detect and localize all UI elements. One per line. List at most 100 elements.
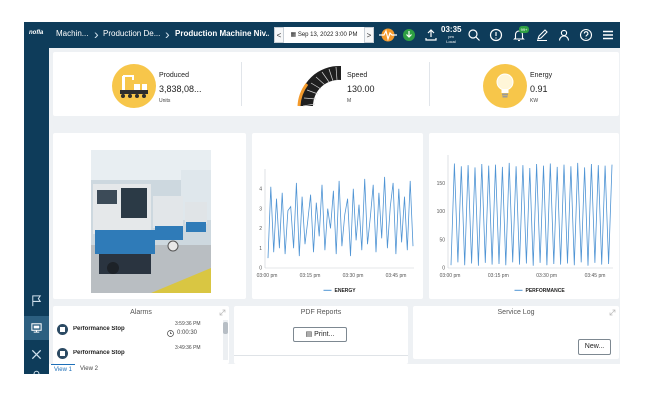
user-icon bbox=[33, 370, 40, 374]
x-tick-label: 03:45 pm bbox=[386, 273, 407, 279]
y-tick-label: 4 bbox=[259, 187, 262, 193]
timer-icon bbox=[167, 330, 174, 337]
alarm-name: Performance Stop bbox=[73, 326, 125, 332]
pdf-reports-card: PDF Reports ▤ Print... bbox=[234, 306, 408, 364]
kpi-energy-label: Energy bbox=[530, 72, 553, 79]
breadcrumb-item-machine[interactable]: Production Machine Niv... bbox=[175, 29, 269, 38]
scrollbar[interactable] bbox=[223, 320, 228, 360]
search-icon[interactable] bbox=[467, 28, 481, 42]
kpi-energy-value: 0.91 bbox=[530, 84, 548, 94]
alert-icon[interactable] bbox=[489, 28, 503, 42]
menu-icon[interactable] bbox=[601, 28, 615, 42]
machine-photo bbox=[91, 150, 211, 293]
y-tick-label: 150 bbox=[437, 181, 446, 187]
print-button-label: Print... bbox=[314, 331, 335, 338]
x-tick-label: 03:30 pm bbox=[343, 273, 364, 279]
expand-icon[interactable] bbox=[219, 309, 226, 316]
clock-ampm: pm bbox=[448, 34, 454, 39]
kpi-produced-value: 3,838,08... bbox=[159, 84, 202, 94]
x-tick-label: 03:00 pm bbox=[257, 273, 278, 279]
kpi-speed-label: Speed bbox=[347, 72, 368, 79]
divider bbox=[234, 355, 408, 356]
heartbeat-icon[interactable] bbox=[378, 28, 398, 42]
sidebar bbox=[24, 48, 49, 374]
service-log-title: Service Log bbox=[497, 309, 535, 316]
tab-view-2[interactable]: View 2 bbox=[80, 366, 98, 372]
energy-chart-card: 0 1 2 3 4 03:00 pm 03:15 pm 03:30 pm 03:45 pm ENE… bbox=[252, 133, 423, 299]
legend-label: ENERGY bbox=[335, 288, 357, 294]
status-ok-icon[interactable] bbox=[402, 28, 416, 42]
account-icon[interactable] bbox=[557, 28, 571, 42]
help-icon[interactable] bbox=[579, 28, 593, 42]
kpi-energy-unit: KW bbox=[530, 98, 539, 104]
speed-gauge-icon bbox=[297, 65, 341, 107]
divider bbox=[241, 62, 242, 106]
y-tick-label: 2 bbox=[259, 226, 262, 232]
sidebar-item-user[interactable] bbox=[24, 368, 49, 374]
y-tick-label: 0 bbox=[442, 266, 445, 272]
machine-image-card bbox=[53, 133, 246, 299]
x-tick-label: 03:15 pm bbox=[300, 273, 321, 279]
app-window: nofla Machin... › Production De... › Pro… bbox=[24, 22, 620, 374]
clock-zone: Local bbox=[446, 39, 456, 44]
clock-time: 03:35 bbox=[441, 25, 462, 34]
print-button[interactable]: ▤ Print... bbox=[293, 327, 347, 342]
performance-line-chart: 0 50 100 150 03:00 pm 03:15 pm 03:30 pm 03:45 p… bbox=[437, 155, 613, 294]
calendar-icon: ▦ bbox=[290, 32, 298, 38]
date-field[interactable]: ▦ Sep 13, 2022 3:00 PM bbox=[286, 27, 362, 43]
breadcrumb-item-production[interactable]: Production De... bbox=[103, 29, 161, 38]
date-picker: < ▦ Sep 13, 2022 3:00 PM > bbox=[274, 27, 374, 43]
expand-icon[interactable] bbox=[609, 309, 616, 316]
alarm-stop-icon bbox=[57, 324, 68, 335]
kpi-produced-label: Produced bbox=[159, 72, 189, 79]
x-tick-label: 03:15 pm bbox=[488, 273, 509, 279]
y-tick-label: 100 bbox=[437, 209, 446, 215]
x-tick-label: 03:30 pm bbox=[536, 273, 557, 279]
assembly-line-icon bbox=[112, 64, 156, 108]
alarms-title: Alarms bbox=[130, 309, 152, 316]
scrollbar-thumb[interactable] bbox=[223, 322, 228, 334]
alarm-time: 3:59:36 PM bbox=[175, 321, 201, 327]
alarms-card: Alarms Performance Stop 3:59:36 PM 0:00:… bbox=[53, 306, 229, 364]
table-row[interactable]: Performance Stop 3:49:36 PM bbox=[57, 344, 219, 364]
document-icon: ▤ bbox=[305, 331, 315, 338]
date-next-button[interactable]: > bbox=[364, 27, 374, 43]
new-log-button[interactable]: New... bbox=[578, 339, 611, 355]
x-tick-label: 03:00 pm bbox=[440, 273, 461, 279]
tab-view-1[interactable]: View 1 bbox=[51, 364, 75, 374]
clock: 03:35 pm Local bbox=[441, 25, 461, 44]
performance-chart-card: 0 50 100 150 03:00 pm 03:15 pm 03:30 pm 03:45 p… bbox=[429, 133, 619, 299]
sidebar-item-dashboard[interactable] bbox=[24, 316, 49, 340]
edit-pencil-icon[interactable] bbox=[535, 28, 549, 42]
sidebar-item-flag[interactable] bbox=[24, 289, 49, 313]
y-tick-label: 3 bbox=[259, 206, 262, 212]
x-tick-label: 03:45 pm bbox=[585, 273, 606, 279]
service-log-card: Service Log New... bbox=[413, 306, 619, 359]
table-row[interactable]: Performance Stop 3:59:36 PM 0:00:30 bbox=[57, 320, 219, 340]
alarm-time: 3:49:36 PM bbox=[175, 345, 201, 351]
chevron-right-icon: › bbox=[165, 26, 170, 42]
lightbulb-icon bbox=[483, 64, 527, 108]
energy-line-chart: 0 1 2 3 4 03:00 pm 03:15 pm 03:30 pm 03:45 pm ENE… bbox=[257, 169, 414, 294]
y-tick-label: 50 bbox=[439, 237, 445, 243]
sidebar-item-tools[interactable] bbox=[24, 343, 49, 367]
date-text: Sep 13, 2022 3:00 PM bbox=[297, 32, 358, 38]
kpi-card: Produced 3,838,08... Units Speed 130.00 … bbox=[53, 52, 619, 116]
series-line bbox=[267, 176, 414, 259]
kpi-speed-value: 130.00 bbox=[347, 84, 375, 94]
alarm-duration: 0:00:30 bbox=[177, 330, 198, 336]
breadcrumb-item-machines[interactable]: Machin... bbox=[56, 29, 89, 38]
divider bbox=[429, 62, 430, 106]
brand-logo[interactable]: nofla bbox=[29, 30, 44, 36]
alarm-stop-icon bbox=[57, 348, 68, 359]
top-bar: nofla Machin... › Production De... › Pro… bbox=[24, 22, 620, 48]
kpi-speed-unit: M bbox=[347, 98, 352, 104]
y-tick-label: 1 bbox=[259, 246, 262, 252]
upload-icon[interactable] bbox=[424, 28, 438, 42]
flag-icon bbox=[32, 295, 42, 307]
notification-badge: 99+ bbox=[519, 26, 529, 33]
series-line bbox=[450, 162, 613, 266]
legend-label: PERFORMANCE bbox=[526, 288, 566, 294]
view-tabs: View 1 View 2 bbox=[49, 364, 620, 374]
date-prev-button[interactable]: < bbox=[274, 27, 284, 43]
